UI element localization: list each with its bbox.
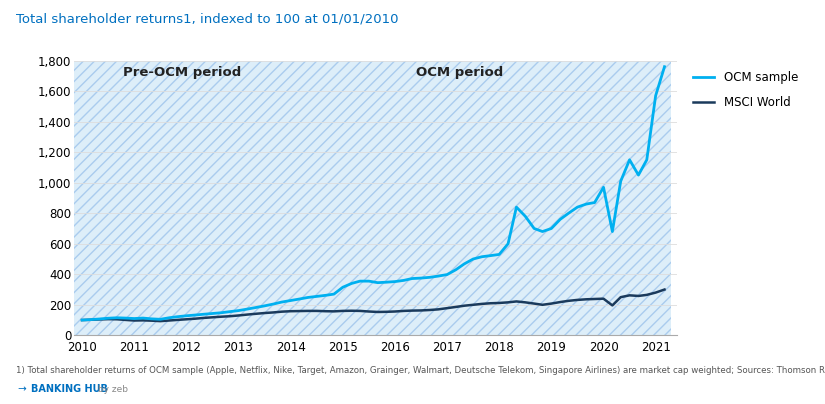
Text: OCM period: OCM period bbox=[417, 66, 504, 79]
Bar bbox=[290, 61, 672, 335]
Text: by zeb: by zeb bbox=[95, 385, 128, 394]
Text: BANKING HUB: BANKING HUB bbox=[31, 384, 108, 394]
Bar bbox=[290, 61, 672, 335]
Legend: OCM sample, MSCI World: OCM sample, MSCI World bbox=[688, 67, 803, 114]
Bar bbox=[74, 61, 290, 335]
Bar bbox=[74, 61, 290, 335]
Text: 1) Total shareholder returns of OCM sample (Apple, Netflix, Nike, Target, Amazon: 1) Total shareholder returns of OCM samp… bbox=[16, 366, 825, 375]
Text: Pre-OCM period: Pre-OCM period bbox=[123, 66, 242, 79]
Text: →: → bbox=[18, 384, 31, 394]
Text: Total shareholder returns1, indexed to 100 at 01/01/2010: Total shareholder returns1, indexed to 1… bbox=[16, 12, 399, 25]
